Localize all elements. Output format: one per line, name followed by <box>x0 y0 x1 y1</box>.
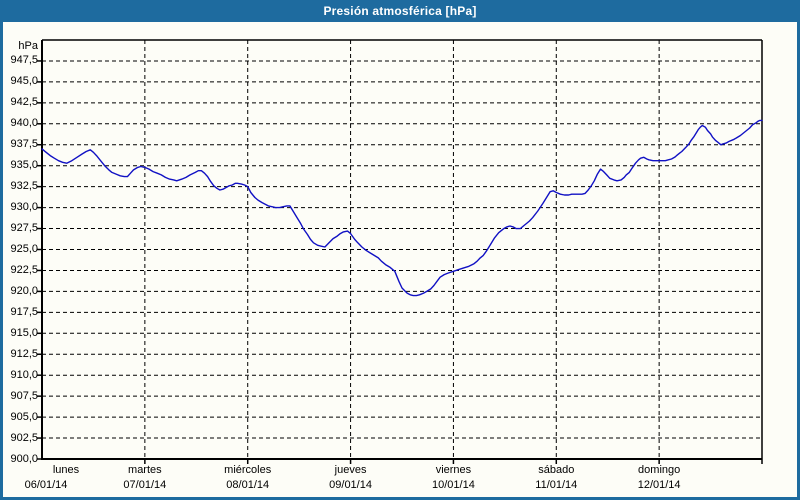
y-tick-label: 920,0 <box>10 284 38 297</box>
y-tick-label: 915,0 <box>10 326 38 339</box>
y-tick-label: 945,0 <box>10 75 38 88</box>
x-day-name-label: miércoles <box>224 464 272 476</box>
y-tick-label: 930,0 <box>10 201 38 214</box>
x-day-name-label: sábado <box>538 464 575 476</box>
y-tick-label: 937,5 <box>10 138 38 151</box>
x-day-name-label: martes <box>128 464 162 476</box>
y-tick-label: 935,0 <box>10 159 38 172</box>
x-day-date-label: 10/01/14 <box>432 479 475 491</box>
y-tick-label: 902,5 <box>10 431 38 444</box>
x-day-date-label: 11/01/14 <box>535 479 578 491</box>
y-tick-label: 940,0 <box>10 117 38 130</box>
y-tick-label: 910,0 <box>10 368 38 381</box>
x-day-name-label: viernes <box>435 464 472 476</box>
y-tick-label: 932,5 <box>10 180 38 193</box>
chart-body <box>3 22 797 497</box>
chart-title-bar: Presión atmosférica [hPa] <box>0 0 800 22</box>
y-tick-label: 925,0 <box>10 243 38 255</box>
y-tick-label: 947,5 <box>10 54 38 67</box>
x-day-date-label: 06/01/14 <box>24 479 68 491</box>
y-tick-label: 907,5 <box>10 389 38 402</box>
pressure-series-line <box>41 119 763 297</box>
y-tick-label: 927,5 <box>10 222 38 235</box>
x-day-name-label: lunes <box>52 464 80 476</box>
x-day-name-label: jueves <box>334 464 367 476</box>
y-tick-label: 912,5 <box>10 347 38 360</box>
y-tick-label: 905,0 <box>10 410 38 423</box>
y-tick-label: 922,5 <box>10 263 38 276</box>
y-tick-label: 917,5 <box>10 305 38 318</box>
chart-title: Presión atmosférica [hPa] <box>323 4 477 18</box>
x-day-name-label: domingo <box>638 464 681 476</box>
x-day-date-label: 12/01/14 <box>637 479 681 491</box>
x-day-date-label: 08/01/14 <box>226 479 270 491</box>
y-tick-label: 900,0 <box>10 452 38 465</box>
x-day-date-label: 09/01/14 <box>329 479 372 491</box>
y-tick-label: 942,5 <box>10 96 38 109</box>
y-axis-unit-label: hPa <box>18 40 38 52</box>
x-day-date-label: 07/01/14 <box>123 479 167 491</box>
